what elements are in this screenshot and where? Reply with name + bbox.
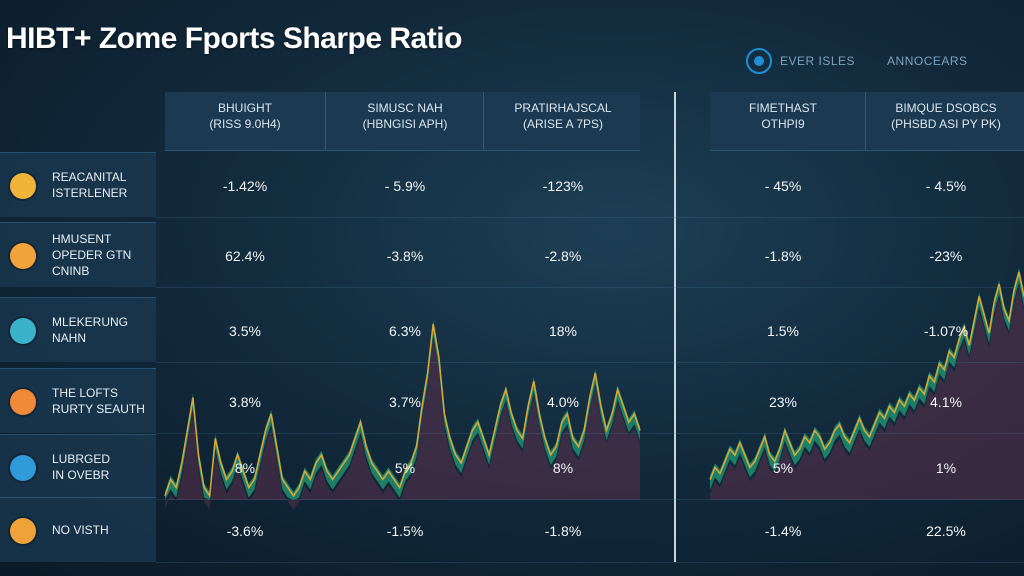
column-header-line: BIMQUE DSOBCS bbox=[895, 101, 997, 115]
row-divider bbox=[156, 562, 1024, 563]
row-divider bbox=[156, 433, 1024, 434]
chart-title: HIBT+ Zome Fports Sharpe Ratio bbox=[6, 22, 462, 55]
row-label-card: HMUSENT OPEDER GTN CNINB bbox=[0, 222, 156, 287]
table-cell: 6.3% bbox=[389, 323, 421, 339]
row-label-line: HMUSENT bbox=[52, 232, 112, 246]
header-bar-1 bbox=[165, 92, 640, 151]
row-label-card: THE LOFTS RURTY SEAUTH bbox=[0, 368, 156, 433]
table-cell: 5% bbox=[394, 460, 416, 476]
row-label-card: REACANITAL ISTERLENER bbox=[0, 152, 156, 217]
row-label-card: NO VISTH bbox=[0, 497, 156, 562]
table-cell: -3.8% bbox=[386, 248, 424, 264]
row-label: Mlekerung NAHN bbox=[52, 314, 152, 346]
right-panel-series-line bbox=[709, 271, 1024, 480]
row-label-line: IN OVEBR bbox=[52, 468, 110, 482]
brand: EVER ISLES ANNOCEARS bbox=[746, 48, 968, 74]
table-cell: 8% bbox=[234, 460, 256, 476]
row-label: THE LOFTS RURTY SEAUTH bbox=[52, 385, 152, 417]
table-cell: -1.8% bbox=[764, 248, 802, 264]
brand-logo-icon bbox=[746, 48, 772, 74]
table-cell: 22.5% bbox=[926, 523, 966, 539]
column-header-line: (HBNGISI APH) bbox=[362, 117, 448, 131]
column-header: FIMETHAST OTHPI9 bbox=[703, 100, 863, 144]
table-cell: - 5.9% bbox=[384, 178, 426, 194]
compass-icon bbox=[10, 173, 36, 199]
row-label-line: THE LOFTS bbox=[52, 386, 119, 400]
column-header: BIMQUE DSOBCS (PHSBD ASI PY PK) bbox=[866, 100, 1024, 144]
table-cell: -123% bbox=[542, 178, 584, 194]
table-cell: 3.5% bbox=[229, 323, 261, 339]
table-cell: -1.5% bbox=[386, 523, 424, 539]
table-cell: 62.4% bbox=[225, 248, 265, 264]
flame-icon bbox=[10, 389, 36, 415]
table-cell: - 4.5% bbox=[925, 178, 967, 194]
row-label-line: LUBRGED bbox=[52, 452, 111, 466]
table-cell: -3.6% bbox=[226, 523, 264, 539]
table-cell: -23% bbox=[929, 248, 963, 264]
table-cell: -1.07% bbox=[923, 323, 969, 339]
header-bar-2 bbox=[710, 92, 1024, 151]
row-label: NO VISTH bbox=[52, 522, 152, 538]
table-cell: 1% bbox=[935, 460, 957, 476]
table-cell: 5% bbox=[772, 460, 794, 476]
column-header-line: OTHPI9 bbox=[761, 117, 805, 131]
table-cell: -1.8% bbox=[544, 523, 582, 539]
row-divider bbox=[156, 362, 1024, 363]
column-divider bbox=[483, 92, 484, 150]
table-cell: -2.8% bbox=[544, 248, 582, 264]
ticket-icon bbox=[10, 318, 36, 344]
panel-divider bbox=[674, 92, 676, 562]
row-divider bbox=[156, 287, 1024, 288]
table-cell: 1.5% bbox=[767, 323, 799, 339]
row-divider bbox=[156, 217, 1024, 218]
table-cell: 4.1% bbox=[930, 394, 962, 410]
row-label: HMUSENT OPEDER GTN CNINB bbox=[52, 231, 152, 279]
column-header-line: (RISS 9.0H4) bbox=[209, 117, 281, 131]
row-label-line: OPEDER GTN bbox=[52, 248, 132, 262]
row-divider bbox=[156, 499, 1024, 500]
row-label-line: Mlekerung bbox=[52, 315, 129, 329]
table-cell: 3.7% bbox=[389, 394, 421, 410]
left-panel-series-shadow-area bbox=[165, 338, 640, 510]
row-label-line: CNINB bbox=[52, 264, 90, 278]
row-label-card: LUBRGED IN OVEBR bbox=[0, 434, 156, 499]
row-label-line: NO VISTH bbox=[52, 523, 109, 537]
row-label-line: ISTERLENER bbox=[52, 186, 128, 200]
table-cell: 3.8% bbox=[229, 394, 261, 410]
column-header-line: SIMUSC NAH bbox=[367, 101, 443, 115]
column-header-line: BHUIGHT bbox=[218, 101, 272, 115]
column-header: PRATIRHAJSCAL (ARISE A 7PS) bbox=[483, 100, 643, 144]
column-divider bbox=[865, 92, 866, 150]
row-label-line: NAHN bbox=[52, 331, 87, 345]
brand-tagline: ANNOCEARS bbox=[887, 54, 968, 68]
column-divider bbox=[325, 92, 326, 150]
table-cell: 18% bbox=[548, 323, 578, 339]
right-panel-series-shadow-area bbox=[710, 286, 1024, 500]
coin-icon bbox=[10, 518, 36, 544]
column-header-line: (PHSBD ASI PY PK) bbox=[891, 117, 1001, 131]
row-label-line: RURTY SEAUTH bbox=[52, 402, 145, 416]
smile-icon bbox=[10, 243, 36, 269]
row-label: REACANITAL ISTERLENER bbox=[52, 169, 152, 201]
column-header: BHUIGHT (RISS 9.0H4) bbox=[165, 100, 325, 144]
bird-icon bbox=[10, 455, 36, 481]
table-cell: 4.0% bbox=[547, 394, 579, 410]
table-cell: 23% bbox=[768, 394, 798, 410]
column-header-line: (ARISE A 7PS) bbox=[522, 117, 604, 131]
row-label: LUBRGED IN OVEBR bbox=[52, 451, 152, 483]
table-cell: 8% bbox=[552, 460, 574, 476]
table-cell: -1.4% bbox=[764, 523, 802, 539]
brand-name: EVER ISLES bbox=[780, 54, 856, 68]
column-header-line: PRATIRHAJSCAL bbox=[514, 101, 612, 115]
row-label-card: Mlekerung NAHN bbox=[0, 297, 156, 362]
table-cell: -1.42% bbox=[222, 178, 268, 194]
row-label-line: REACANITAL bbox=[52, 170, 127, 184]
column-header: SIMUSC NAH (HBNGISI APH) bbox=[325, 100, 485, 144]
left-panel-series-line bbox=[164, 323, 641, 499]
column-header-line: FIMETHAST bbox=[749, 101, 817, 115]
table-cell: - 45% bbox=[764, 178, 802, 194]
